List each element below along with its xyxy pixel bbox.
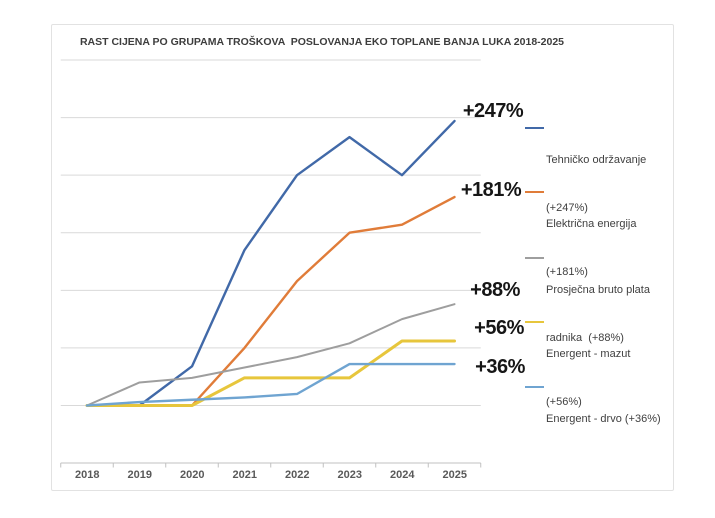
x-axis-label: 2022 <box>285 469 310 481</box>
series-end-label: +88% <box>470 279 520 301</box>
legend: Tehničko održavanje (+247%) Električna e… <box>525 0 673 518</box>
x-axis-label: 2023 <box>337 469 362 481</box>
legend-label: (+56%) <box>546 396 582 408</box>
legend-label: Prosječna bruto plata <box>546 284 650 296</box>
legend-label: Tehničko održavanje <box>546 154 647 166</box>
x-axis-label: 2018 <box>75 469 100 481</box>
legend-line-swatch <box>525 386 544 388</box>
legend-label: (+247%) <box>546 202 588 214</box>
x-axis-label: 2024 <box>390 469 415 481</box>
legend-label: Energent - drvo (+36%) <box>546 413 661 425</box>
legend-item: Energent - drvo (+36%) <box>525 379 661 459</box>
series-end-label: +247% <box>462 100 524 122</box>
x-axis-label: 2019 <box>127 469 152 481</box>
legend-line-swatch <box>525 257 544 259</box>
legend-line-swatch <box>525 127 544 129</box>
chart-title: RAST CIJENA PO GRUPAMA TROŠKOVA POSLOVAN… <box>79 36 565 48</box>
x-axis-label: 2021 <box>232 469 257 481</box>
series-end-label: +36% <box>475 356 525 378</box>
legend-item: Prosječna bruto plata radnika (+88%) <box>525 250 650 378</box>
legend-line-swatch <box>525 321 544 323</box>
series-end-label: +181% <box>460 179 522 201</box>
x-axis-label: 2025 <box>442 469 467 481</box>
legend-line-swatch <box>525 191 544 193</box>
chart-border <box>51 24 674 491</box>
legend-label: (+181%) <box>546 266 588 278</box>
x-axis-label: 2020 <box>180 469 205 481</box>
series-end-label: +56% <box>474 317 524 339</box>
legend-label: Energent - mazut <box>546 348 631 360</box>
x-axis: 2018 2019 2020 2021 2022 2023 2024 2025 <box>61 469 481 481</box>
legend-label: Električna energija <box>546 218 637 230</box>
legend-item: Električna energija (+181%) <box>525 184 637 312</box>
legend-label: radnika (+88%) <box>546 332 624 344</box>
legend-item: Tehničko održavanje (+247%) <box>525 120 646 248</box>
legend-item: Energent - mazut (+56%) <box>525 314 630 442</box>
